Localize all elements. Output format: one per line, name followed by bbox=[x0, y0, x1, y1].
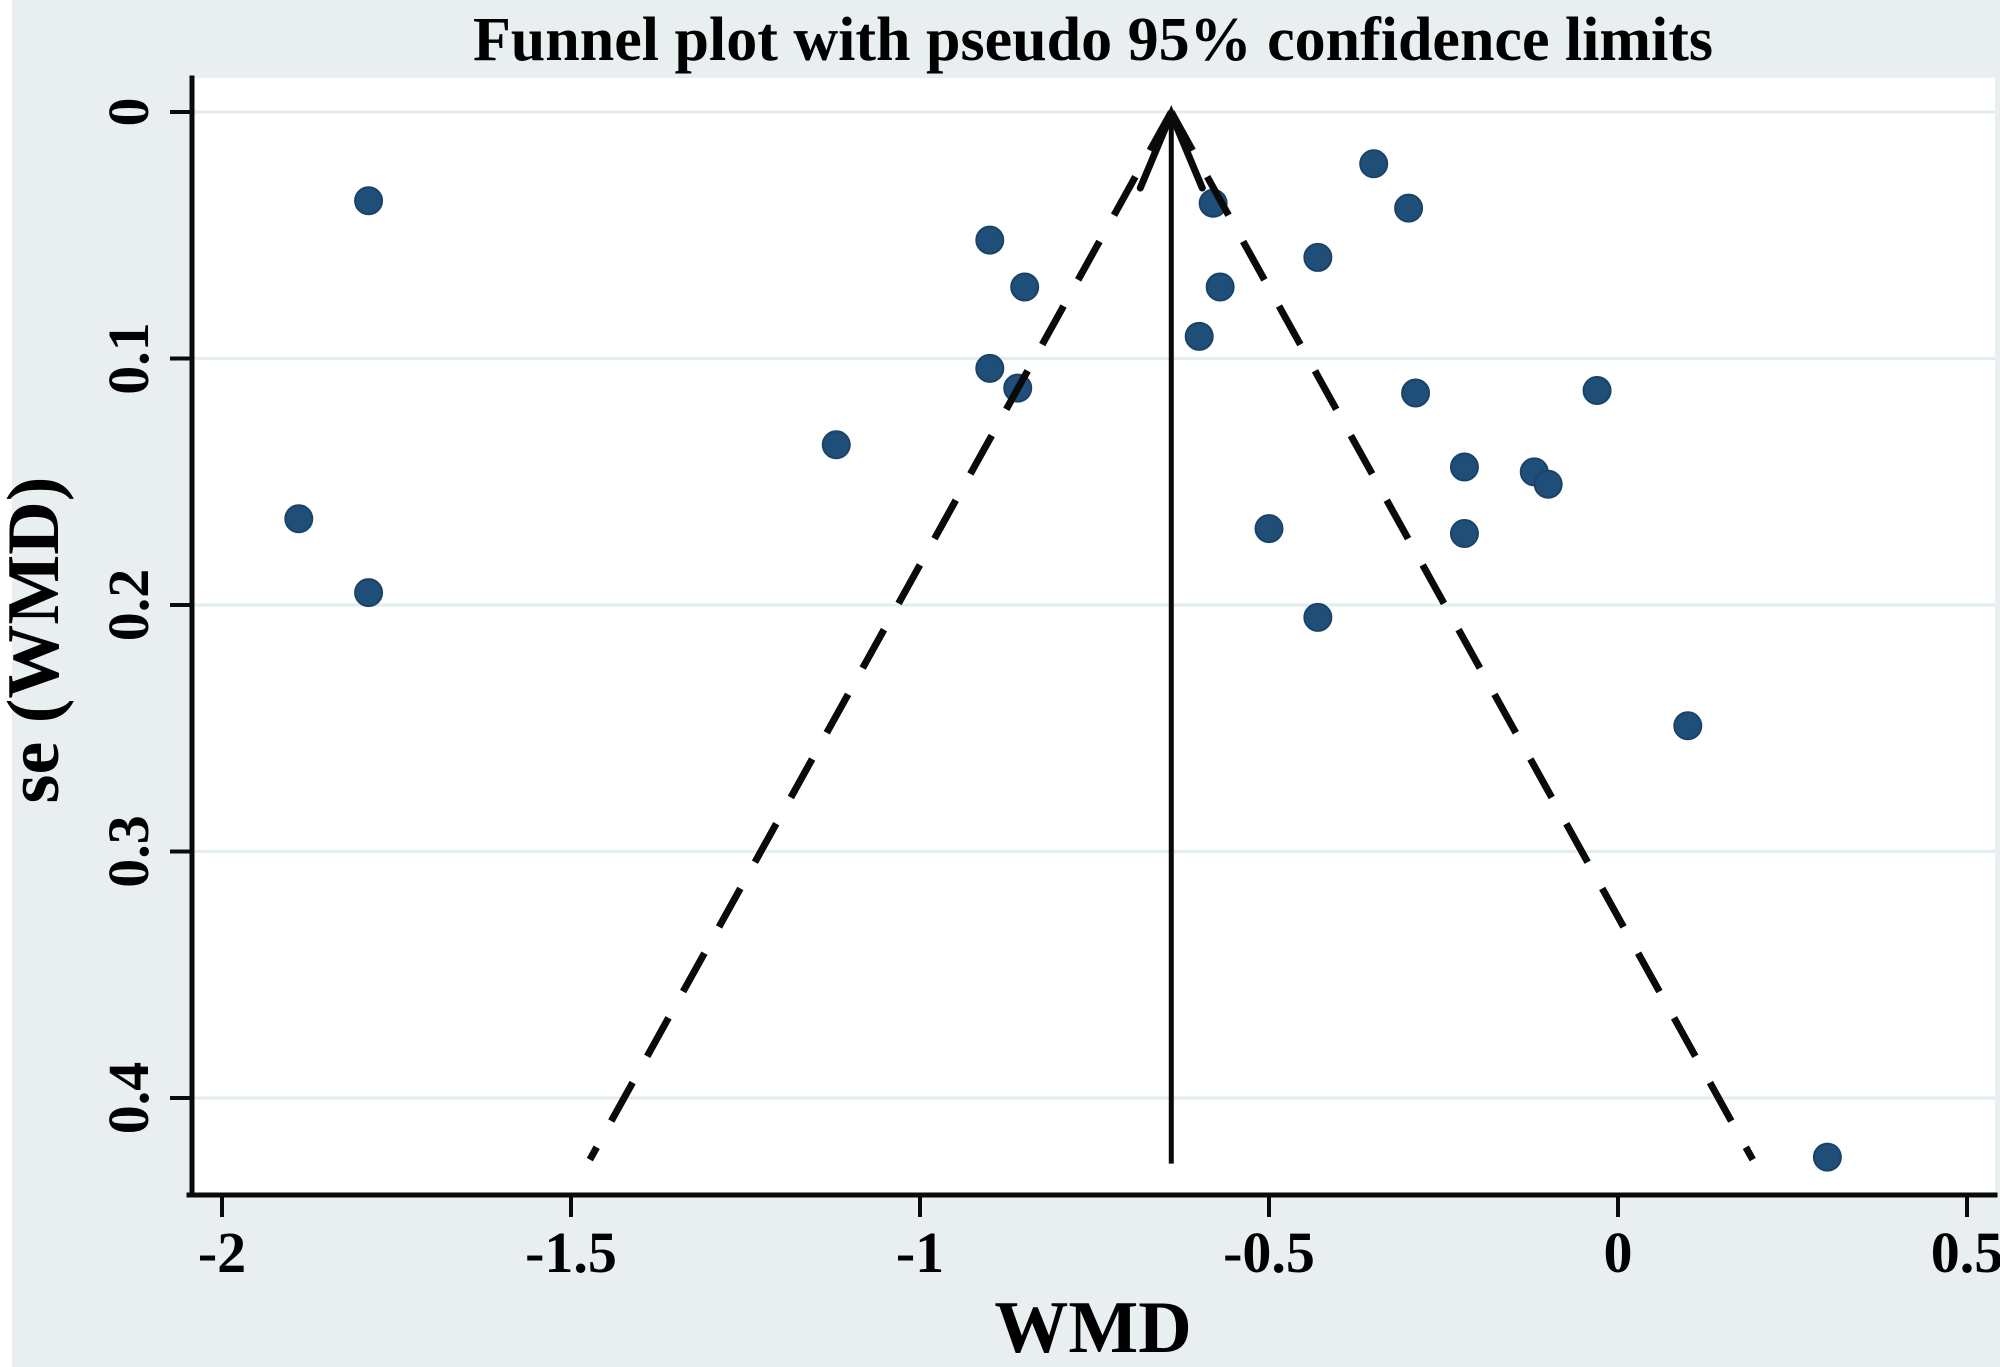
data-point bbox=[1449, 452, 1479, 482]
data-point bbox=[1533, 469, 1563, 499]
data-point bbox=[1205, 272, 1235, 302]
x-tick-label: 0.5 bbox=[1931, 1220, 2000, 1285]
data-point bbox=[1394, 193, 1424, 223]
gridlines bbox=[192, 110, 1995, 1100]
data-point bbox=[1303, 602, 1333, 632]
y-tick-label: 0.2 bbox=[96, 569, 161, 642]
x-axis-ticks: -2 -1.5 -1 -0.5 0 0.5 bbox=[198, 1195, 2000, 1285]
data-point bbox=[1184, 321, 1214, 351]
pooled-estimate-line bbox=[1136, 104, 1206, 1164]
data-point bbox=[1010, 272, 1040, 302]
arrowhead-up-icon bbox=[1136, 104, 1206, 192]
data-point bbox=[354, 578, 384, 608]
data-point bbox=[1303, 242, 1333, 272]
pseudo-confidence-limit-lines bbox=[586, 110, 1756, 1162]
x-axis-label: WMD bbox=[994, 1287, 1191, 1367]
axis-lines bbox=[186, 75, 1998, 1198]
left-margin-strip bbox=[0, 0, 12, 1367]
chart-title: Funnel plot with pseudo 95% confidence l… bbox=[473, 6, 1713, 74]
y-tick-label: 0.3 bbox=[96, 815, 161, 888]
y-axis-ticks: 0 0.1 0.2 0.3 0.4 bbox=[96, 98, 192, 1135]
data-point bbox=[1254, 514, 1284, 544]
data-point bbox=[1359, 149, 1389, 179]
data-point bbox=[1812, 1142, 1842, 1172]
data-point bbox=[1673, 711, 1703, 741]
funnel-left-limit bbox=[586, 110, 1175, 1162]
data-point bbox=[975, 225, 1005, 255]
data-point bbox=[821, 430, 851, 460]
data-point bbox=[975, 353, 1005, 383]
x-tick-label: -2 bbox=[198, 1220, 246, 1285]
x-tick-label: -1.5 bbox=[525, 1220, 617, 1285]
data-point bbox=[1582, 376, 1612, 406]
x-tick-label: -0.5 bbox=[1223, 1220, 1315, 1285]
x-tick-label: -1 bbox=[896, 1220, 944, 1285]
plot-area bbox=[192, 78, 1995, 1195]
y-axis-label: se (WMD) bbox=[0, 477, 75, 804]
x-tick-label: 0 bbox=[1604, 1220, 1633, 1285]
y-tick-label: 0.1 bbox=[96, 322, 161, 395]
scatter-points bbox=[284, 149, 1842, 1172]
data-point bbox=[284, 504, 314, 534]
funnel-right-limit bbox=[1168, 110, 1756, 1162]
y-tick-label: 0.4 bbox=[96, 1062, 161, 1135]
data-point bbox=[354, 186, 384, 216]
data-point bbox=[1401, 378, 1431, 408]
y-tick-label: 0 bbox=[96, 98, 161, 127]
data-point bbox=[1449, 519, 1479, 549]
